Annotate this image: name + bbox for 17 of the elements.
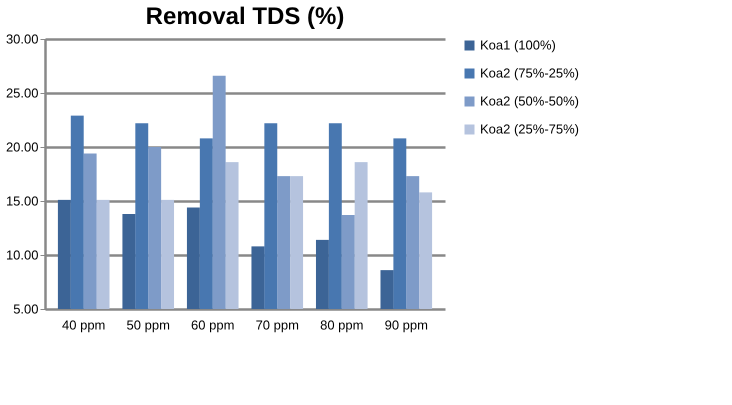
legend-label: Koa1 (100%) bbox=[480, 38, 556, 52]
y-tick-label: 30.00 bbox=[6, 32, 38, 46]
legend-label: Koa2 (25%-75%) bbox=[480, 122, 579, 136]
y-tick-label: 5.00 bbox=[13, 302, 38, 316]
x-tick-label: 70 ppm bbox=[256, 318, 299, 332]
x-tick-label: 60 ppm bbox=[191, 318, 234, 332]
x-tick-label: 90 ppm bbox=[384, 318, 428, 332]
y-tick-label: 10.00 bbox=[6, 248, 38, 262]
legend-label: Koa2 (75%-25%) bbox=[480, 66, 579, 80]
y-tick-label: 20.00 bbox=[6, 140, 38, 154]
y-tick-label: 25.00 bbox=[6, 86, 38, 100]
x-tick-label: 50 ppm bbox=[126, 318, 170, 332]
y-tick-label: 15.00 bbox=[6, 194, 38, 208]
x-tick-label: 40 ppm bbox=[62, 318, 106, 332]
x-tick-label: 80 ppm bbox=[320, 318, 364, 332]
chart-title: Removal TDS (%) bbox=[146, 3, 344, 30]
legend-label: Koa2 (50%-50%) bbox=[480, 94, 579, 108]
